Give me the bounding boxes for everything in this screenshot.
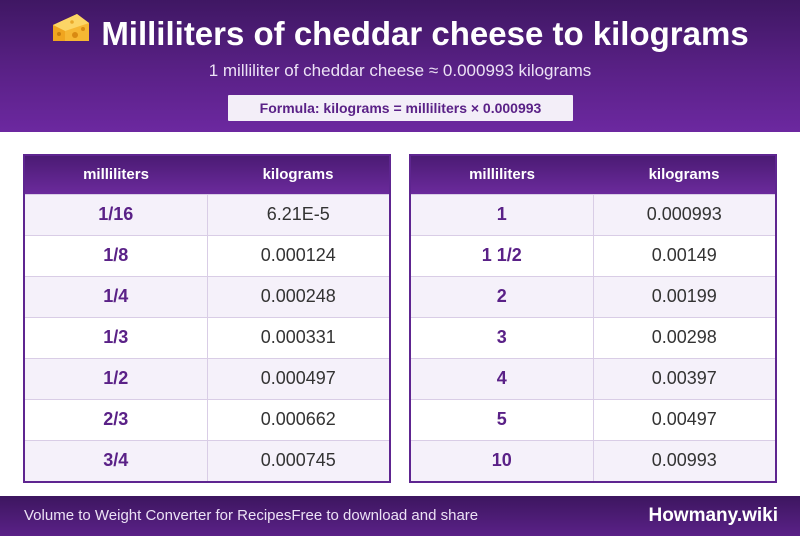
milliliters-cell: 5 [411,400,594,440]
kilograms-cell: 0.000745 [260,450,336,470]
table-row: 1/8 0.000124 [25,235,389,276]
milliliters-cell: 4 [411,359,594,399]
kilograms-cell: 0.000331 [260,327,336,347]
kilograms-cell: 0.000662 [260,409,336,429]
table-row: 1/2 0.000497 [25,358,389,399]
kilograms-cell: 0.00397 [651,368,717,388]
table-row: 10 0.00993 [411,440,775,481]
footer-bar: Volume to Weight Converter for RecipesFr… [0,496,800,536]
subtitle: 1 milliliter of cheddar cheese ≈ 0.00099… [208,61,592,80]
kilograms-cell: 0.000248 [260,286,336,306]
brand-name: Howmany.wiki [648,505,778,526]
kilograms-cell: 0.00149 [651,245,717,265]
milliliters-cell: 1 [411,195,594,235]
kilograms-cell: 0.00298 [651,327,717,347]
table-header: milliliters kilograms [411,156,775,194]
milliliters-cell: 2 [411,277,594,317]
column-header-milliliters: milliliters [469,166,535,183]
column-header-milliliters: milliliters [83,166,149,183]
table-row: 3/4 0.000745 [25,440,389,481]
conversion-table-left: milliliters kilograms 1/16 6.21E-5 1/8 0.0… [23,154,391,483]
milliliters-cell: 1/2 [25,359,208,399]
title-text: Milliliters of cheddar cheese to kilogra… [101,15,749,52]
table-row: 1 0.000993 [411,194,775,235]
cheese-icon [51,11,91,56]
footer-share-text: Free to download and share [291,507,479,524]
table-row: 1 1/2 0.00149 [411,235,775,276]
formula-box: Formula: kilograms = milliliters × 0.000… [228,95,573,121]
kilograms-cell: 6.21E-5 [266,204,330,224]
header-banner: Milliliters of cheddar cheese to kilogra… [0,0,800,132]
footer-tagline: Volume to Weight Converter for RecipesFr… [24,496,478,536]
table-row: 3 0.00298 [411,317,775,358]
table-header: milliliters kilograms [25,156,389,194]
milliliters-cell: 1/16 [25,195,208,235]
kilograms-cell: 0.00993 [651,450,717,470]
milliliters-cell: 1/4 [25,277,208,317]
milliliters-cell: 1 1/2 [411,236,594,276]
table-row: 2 0.00199 [411,276,775,317]
milliliters-cell: 3 [411,318,594,358]
table-row: 2/3 0.000662 [25,399,389,440]
table-row: 4 0.00397 [411,358,775,399]
table-row: 5 0.00497 [411,399,775,440]
column-header-kilograms: kilograms [648,166,720,183]
column-header-kilograms: kilograms [262,166,334,183]
kilograms-cell: 0.00199 [651,286,717,306]
milliliters-cell: 2/3 [25,400,208,440]
table-row: 1/16 6.21E-5 [25,194,389,235]
table-row: 1/4 0.000248 [25,276,389,317]
kilograms-cell: 0.000497 [260,368,336,388]
conversion-table-right: milliliters kilograms 1 0.000993 1 1/2 0.0… [409,154,777,483]
milliliters-cell: 10 [411,441,594,481]
kilograms-cell: 0.000993 [646,204,722,224]
kilograms-cell: 0.000124 [260,245,336,265]
kilograms-cell: 0.00497 [651,409,717,429]
footer-converter-text: Volume to Weight Converter for Recipes [24,507,292,524]
milliliters-cell: 1/8 [25,236,208,276]
page-title: Milliliters of cheddar cheese to kilogra… [0,12,800,59]
milliliters-cell: 3/4 [25,441,208,481]
table-row: 1/3 0.000331 [25,317,389,358]
milliliters-cell: 1/3 [25,318,208,358]
